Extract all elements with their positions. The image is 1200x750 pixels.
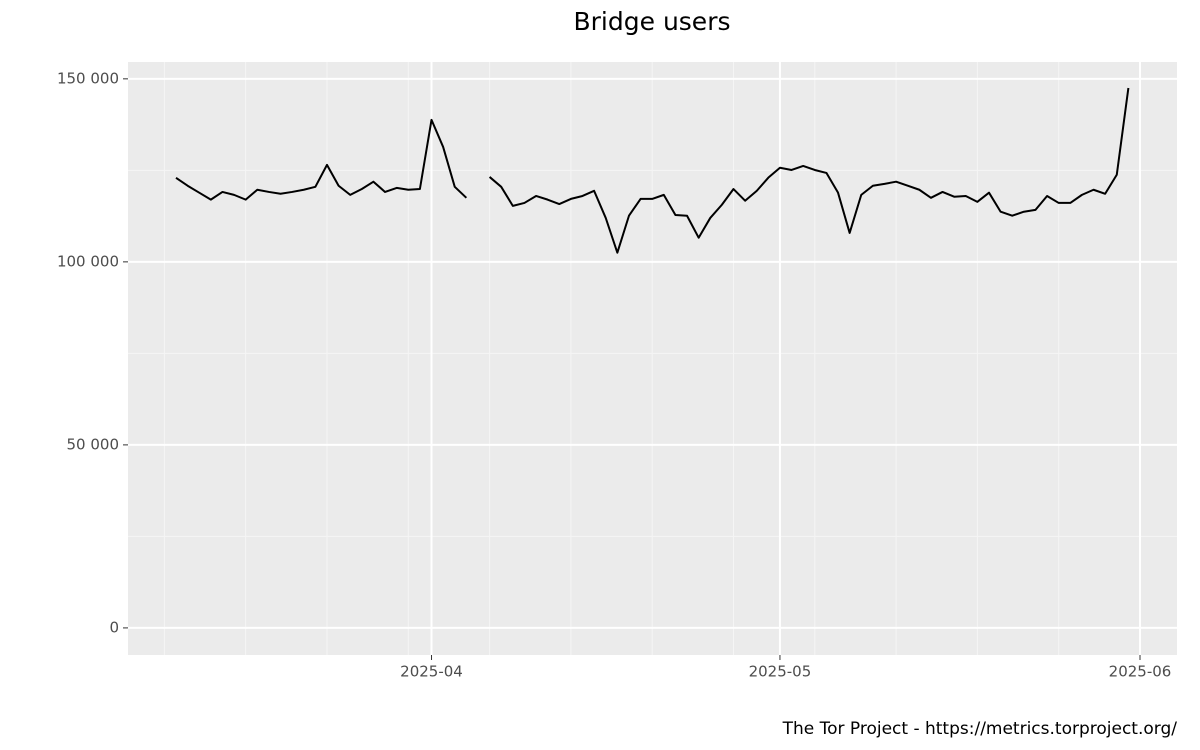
marks [175,87,1130,254]
x-tick-label: 2025-05 [749,663,812,681]
x-tick-label: 2025-04 [400,663,463,681]
y-tick-label: 50 000 [67,435,120,453]
y-tick-label: 0 [109,618,119,636]
y-tick-label: 150 000 [57,69,119,87]
caption: The Tor Project - https://metrics.torpro… [782,719,1178,739]
x-tick-label: 2025-06 [1109,663,1172,681]
y-tick-label: 100 000 [57,252,119,270]
line [488,87,1130,254]
line [175,118,468,201]
grid [128,62,1177,655]
chart-title: Bridge users [574,7,731,36]
